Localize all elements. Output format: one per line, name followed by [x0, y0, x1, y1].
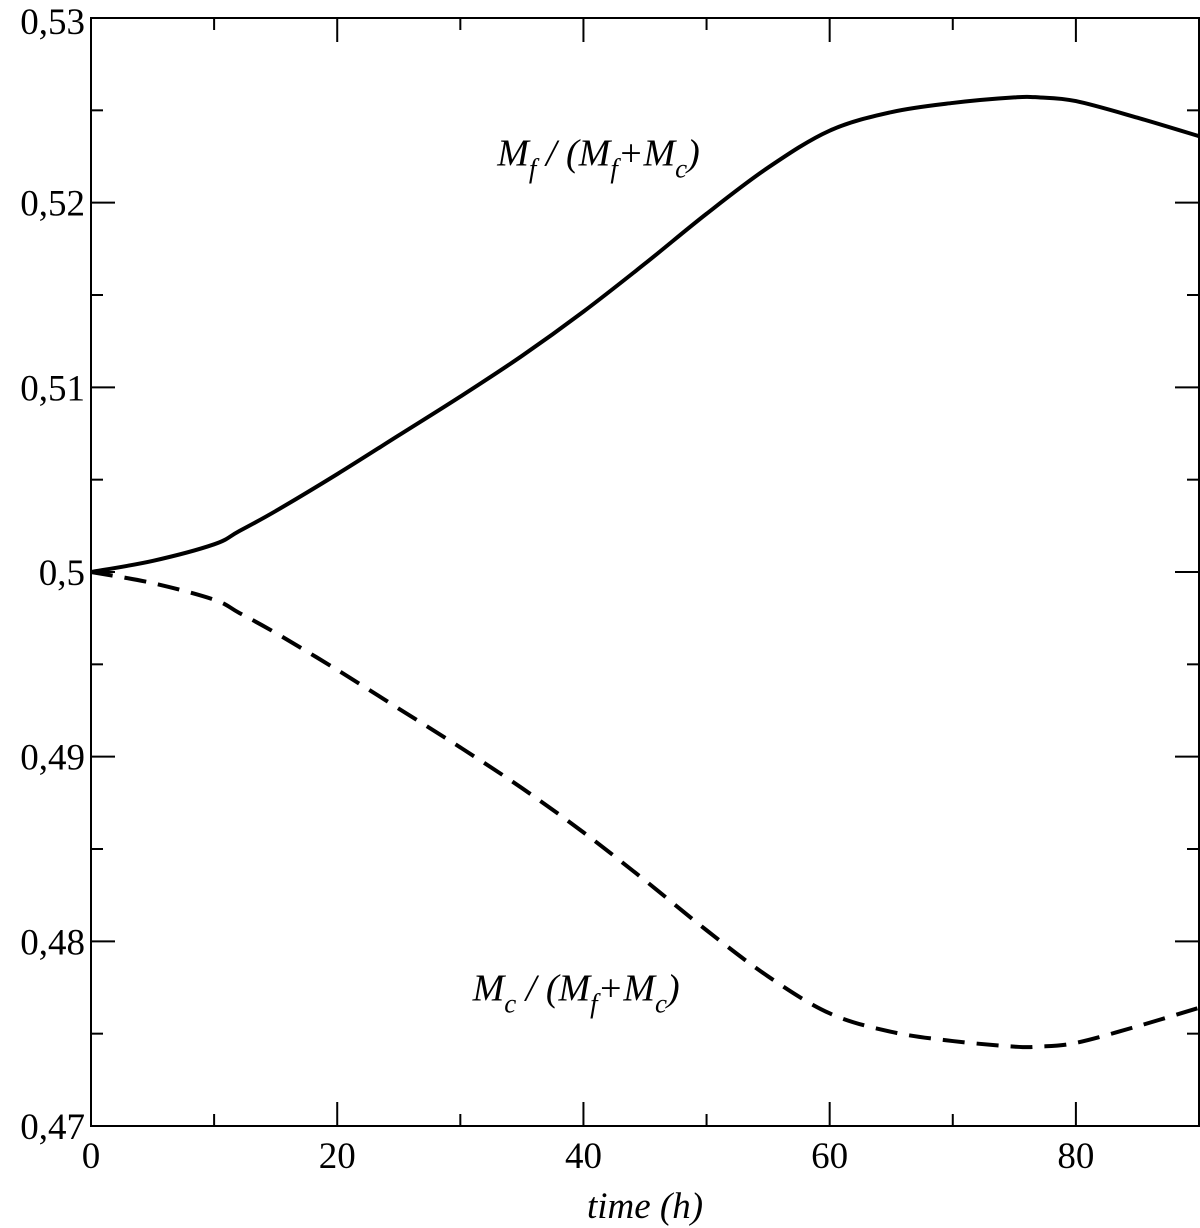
y-tick-label: 0,53	[20, 2, 85, 43]
x-tick-label: 40	[565, 1136, 602, 1177]
x-tick-label: 20	[319, 1136, 356, 1177]
y-tick-label: 0,47	[20, 1107, 85, 1148]
x-tick-label: 80	[1057, 1136, 1094, 1177]
x-axis-label: time (h)	[587, 1186, 703, 1227]
axis-ticks	[90, 17, 1200, 1127]
series-layer	[90, 94, 1200, 1050]
axis-tick-labels: 0 20 40 60 80 0,47 0,48 0,49 0,5 0,51 0,52 0,53	[20, 2, 1094, 1177]
x-tick-label: 0	[82, 1136, 101, 1177]
series-line-dashed	[90, 570, 1200, 1050]
plot-frame	[90, 17, 1200, 1127]
y-tick-label: 0,52	[20, 184, 85, 225]
y-tick-label: 0,51	[20, 368, 85, 409]
ann-mc-label: Mc / (Mf+Mc)	[472, 967, 680, 1018]
ann-mf-label: Mf / (Mf+Mc)	[496, 133, 700, 184]
y-tick-label: 0,5	[39, 553, 85, 594]
annotation-layer: Mf / (Mf+Mc) Mc / (Mf+Mc)	[472, 133, 700, 1019]
y-tick-label: 0,49	[20, 738, 85, 779]
x-tick-label: 60	[811, 1136, 848, 1177]
y-tick-label: 0,48	[20, 922, 85, 963]
series-line-solid	[90, 94, 1200, 574]
